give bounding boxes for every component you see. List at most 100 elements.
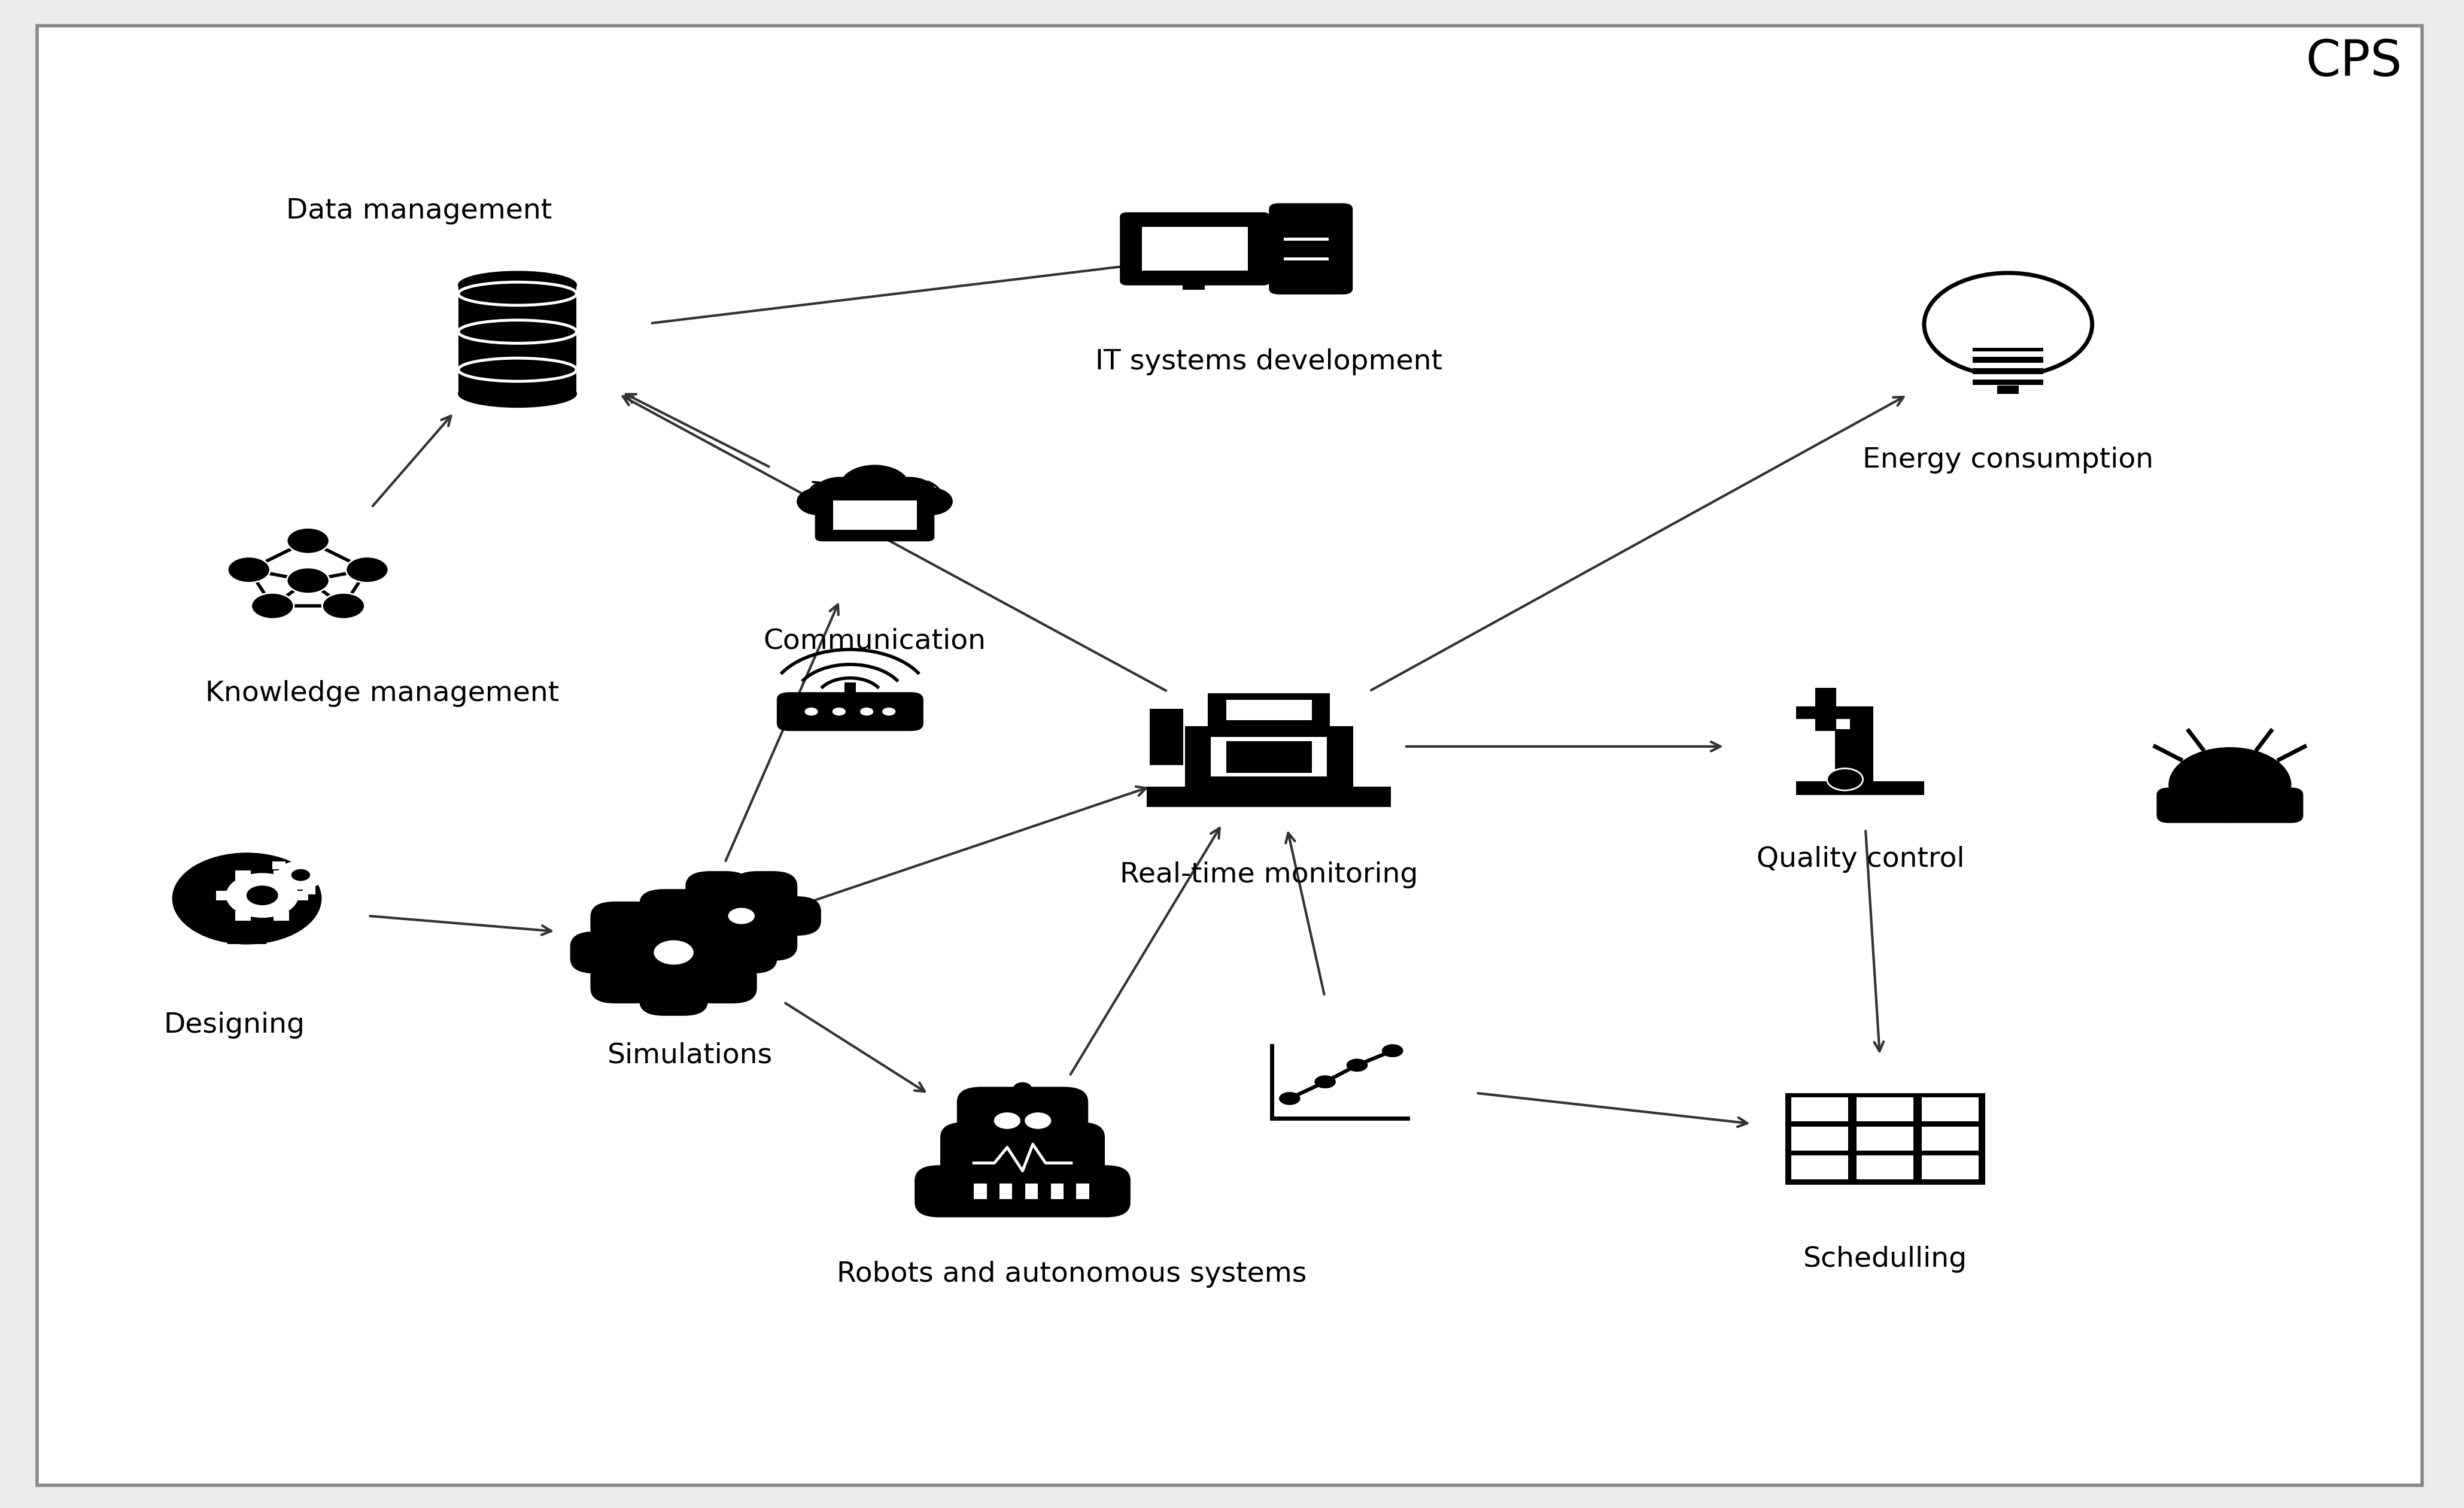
Circle shape xyxy=(909,489,951,516)
Circle shape xyxy=(840,464,909,508)
FancyBboxPatch shape xyxy=(663,896,727,935)
Circle shape xyxy=(1345,1059,1368,1072)
FancyBboxPatch shape xyxy=(274,911,288,920)
FancyBboxPatch shape xyxy=(685,921,749,961)
FancyBboxPatch shape xyxy=(1151,709,1183,765)
FancyBboxPatch shape xyxy=(941,1122,1104,1196)
FancyBboxPatch shape xyxy=(638,890,707,932)
FancyBboxPatch shape xyxy=(591,902,660,944)
Text: Data management: Data management xyxy=(286,198,552,225)
FancyBboxPatch shape xyxy=(1836,730,1855,777)
FancyBboxPatch shape xyxy=(1796,706,1868,719)
FancyBboxPatch shape xyxy=(293,891,308,900)
Bar xyxy=(1974,374,2043,380)
Circle shape xyxy=(172,854,320,944)
Bar xyxy=(1143,228,1247,270)
FancyBboxPatch shape xyxy=(37,26,2422,1485)
FancyBboxPatch shape xyxy=(685,872,749,911)
Circle shape xyxy=(246,887,278,905)
Circle shape xyxy=(227,873,298,917)
FancyBboxPatch shape xyxy=(1922,1126,1979,1151)
Circle shape xyxy=(813,477,867,511)
FancyBboxPatch shape xyxy=(1119,213,1271,285)
FancyBboxPatch shape xyxy=(914,1166,1131,1217)
Circle shape xyxy=(278,861,323,890)
Circle shape xyxy=(1279,1092,1301,1105)
Circle shape xyxy=(323,593,365,618)
FancyBboxPatch shape xyxy=(816,487,934,541)
Text: Schedulling: Schedulling xyxy=(1804,1246,1966,1273)
FancyBboxPatch shape xyxy=(1146,787,1392,807)
FancyBboxPatch shape xyxy=(1077,1184,1089,1199)
FancyBboxPatch shape xyxy=(1025,1184,1037,1199)
FancyBboxPatch shape xyxy=(776,692,924,731)
Circle shape xyxy=(729,908,754,924)
Circle shape xyxy=(616,917,732,988)
FancyBboxPatch shape xyxy=(227,921,266,944)
FancyBboxPatch shape xyxy=(1207,694,1331,725)
FancyBboxPatch shape xyxy=(1974,347,2043,385)
FancyBboxPatch shape xyxy=(1816,688,1836,731)
FancyBboxPatch shape xyxy=(1791,1098,1848,1122)
Ellipse shape xyxy=(458,271,577,299)
Circle shape xyxy=(1826,769,1863,790)
FancyBboxPatch shape xyxy=(1269,204,1353,294)
FancyBboxPatch shape xyxy=(1850,706,1873,781)
FancyBboxPatch shape xyxy=(845,683,855,700)
Text: Knowledge management: Knowledge management xyxy=(205,680,559,707)
FancyBboxPatch shape xyxy=(458,285,577,394)
Circle shape xyxy=(345,556,389,582)
FancyBboxPatch shape xyxy=(638,974,707,1016)
Circle shape xyxy=(227,556,271,582)
FancyBboxPatch shape xyxy=(956,1087,1089,1152)
Text: Energy consumption: Energy consumption xyxy=(1863,446,2154,474)
Text: Real-time monitoring: Real-time monitoring xyxy=(1119,861,1419,888)
Circle shape xyxy=(860,707,872,716)
FancyBboxPatch shape xyxy=(569,932,638,974)
Circle shape xyxy=(286,528,330,553)
FancyBboxPatch shape xyxy=(237,911,251,920)
FancyBboxPatch shape xyxy=(303,855,315,863)
Circle shape xyxy=(653,941,692,965)
Circle shape xyxy=(1382,1044,1402,1057)
Circle shape xyxy=(705,893,779,939)
FancyBboxPatch shape xyxy=(1998,386,2018,394)
FancyBboxPatch shape xyxy=(1227,740,1311,772)
Text: CPS: CPS xyxy=(2306,38,2402,86)
Text: Simulations: Simulations xyxy=(606,1042,774,1069)
FancyBboxPatch shape xyxy=(274,870,288,879)
FancyBboxPatch shape xyxy=(973,1184,986,1199)
Circle shape xyxy=(833,707,845,716)
FancyBboxPatch shape xyxy=(1183,279,1205,290)
Circle shape xyxy=(291,870,310,881)
Text: Quality control: Quality control xyxy=(1757,846,1964,873)
Bar xyxy=(1284,238,1328,241)
FancyBboxPatch shape xyxy=(274,861,286,869)
Text: IT systems development: IT systems development xyxy=(1096,348,1441,375)
Bar xyxy=(833,501,917,531)
FancyBboxPatch shape xyxy=(687,902,756,944)
FancyBboxPatch shape xyxy=(217,891,232,900)
FancyBboxPatch shape xyxy=(320,872,335,879)
FancyBboxPatch shape xyxy=(687,961,756,1003)
FancyBboxPatch shape xyxy=(707,932,776,974)
Circle shape xyxy=(1025,1113,1050,1128)
FancyBboxPatch shape xyxy=(1922,1155,1979,1179)
FancyBboxPatch shape xyxy=(732,921,798,961)
FancyBboxPatch shape xyxy=(591,961,660,1003)
Circle shape xyxy=(1013,1083,1032,1093)
FancyBboxPatch shape xyxy=(1922,1098,1979,1122)
Circle shape xyxy=(796,489,843,516)
Circle shape xyxy=(286,567,330,594)
Circle shape xyxy=(882,477,936,511)
FancyBboxPatch shape xyxy=(1796,781,1924,795)
Text: Communication: Communication xyxy=(764,627,986,654)
FancyBboxPatch shape xyxy=(1791,1155,1848,1179)
FancyBboxPatch shape xyxy=(1210,737,1328,777)
Text: Robots and autonomous systems: Robots and autonomous systems xyxy=(838,1261,1306,1288)
Circle shape xyxy=(995,1113,1020,1128)
Ellipse shape xyxy=(458,380,577,407)
FancyBboxPatch shape xyxy=(1855,1098,1915,1122)
FancyBboxPatch shape xyxy=(756,896,821,935)
Circle shape xyxy=(251,593,293,618)
